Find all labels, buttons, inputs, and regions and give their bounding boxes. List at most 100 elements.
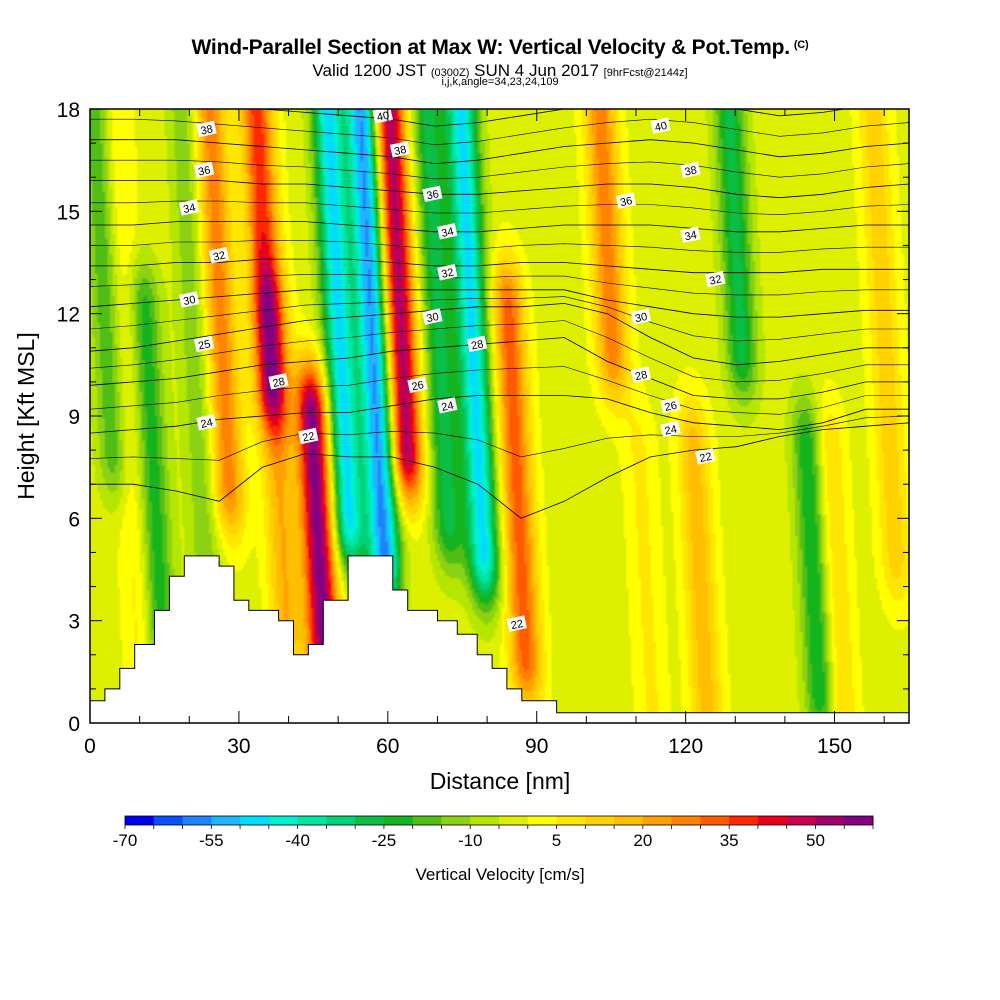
contour-label: 32 [437,263,458,281]
contour-label-text: 36 [197,164,211,178]
colorbar-swatch [470,816,500,825]
colorbar-swatch [240,816,270,825]
contour-label: 24 [660,420,681,438]
contour-label: 30 [179,291,200,308]
terrain-mask [90,555,909,723]
colorbar-label: 35 [720,831,739,850]
colorbar-swatch [757,816,788,825]
contour-label-text: 30 [634,311,648,325]
contour-label-text: 24 [200,417,214,431]
contour-label-text: 36 [619,195,633,209]
x-tick-label: 60 [376,735,399,758]
contour-label-text: 34 [182,202,196,216]
isentrope-minor [90,118,909,146]
contour-label-text: 30 [425,311,439,325]
isentrope-28 [90,302,909,366]
chart-title: Wind-Parallel Section at Max W: Vertical… [0,36,1000,60]
contour-label: 36 [422,185,443,202]
contour-label-text: 25 [197,338,211,352]
contour-label-text: 22 [301,430,315,444]
colorbar-swatch [527,816,557,825]
forecast-info: [9hrFcst@2144z] [603,67,688,79]
contour-label: 40 [650,117,671,134]
contour-label-text: 32 [212,250,226,264]
colorbar-swatch [556,816,586,825]
contour-label: 28 [268,373,289,390]
contour-label: 32 [208,246,230,264]
contour-label: 28 [466,335,488,353]
contour-label-text: 38 [684,164,698,178]
valid-time-text: Valid 1200 JST [312,61,427,80]
colorbar-swatch [815,816,845,825]
colorbar-swatch [355,816,385,825]
colorbar-label: -55 [199,831,224,850]
x-tick-label: 0 [84,735,96,758]
contour-label: 28 [630,366,652,383]
isentrope-minor [90,296,909,342]
contour-label: 38 [196,120,217,138]
plot-area: 38 36 34 32 30 25 28 24 22 40 38 36 34 32 30 28 26 24 22 40… [89,107,910,724]
y-tick-label: 6 [68,508,80,531]
contour-label-text: 38 [200,123,214,137]
colorbar-swatch [614,816,644,825]
contour-label-text: 40 [376,110,390,124]
colorbar-swatch [499,816,529,825]
contour-label-text: 32 [440,267,454,281]
contour-label: 26 [407,376,428,393]
colorbar-swatch [211,816,241,825]
colorbar-swatch [182,816,212,825]
contour-label-text: 30 [182,294,196,308]
colorbar-swatch [585,816,615,825]
colorbar-swatch [326,816,356,825]
colorbar-swatch [441,816,471,825]
colorbar-swatch [125,816,155,825]
x-tick-label: 120 [668,735,703,758]
chart-title-text: Wind-Parallel Section at Max W: Vertical… [191,36,791,59]
isentrope-40 [257,109,847,127]
contour-label: 34 [437,223,458,240]
contour-label-text: 26 [664,400,678,414]
x-tick-label: 150 [817,735,852,758]
contour-labels: 38 36 34 32 30 25 28 24 22 40 38 36 34 32 30 28 26 24 22 40… [179,107,726,632]
colorbar-swatch [153,816,183,825]
colorbar-label: -40 [285,831,310,850]
contour-label: 24 [196,414,217,431]
colorbar-swatch [700,816,730,825]
contour-label: 26 [660,397,681,414]
valid-zulu: (0300Z) [430,67,470,79]
contour-label: 36 [615,192,637,209]
contour-label-text: 24 [664,423,678,437]
isentrope-minor [90,274,909,296]
colorbar-swatch [786,816,816,825]
isentrope-36 [90,180,909,199]
contour-label: 34 [680,226,701,243]
x-axis-title: Distance [nm] [430,768,571,794]
isentrope-22 [90,422,909,519]
isentrope-minor [90,240,909,253]
colorbar-swatch [844,816,874,825]
contour-label-text: 34 [684,229,698,243]
y-tick-label: 9 [68,406,80,429]
y-tick-label: 18 [57,99,80,122]
colorbar-swatch [412,816,442,825]
contour-label: 30 [630,308,652,325]
colorbar: -70 -55 -40 -25 -10 5 20 35 50 [113,815,874,850]
contour-label-text: 26 [411,379,425,393]
y-tick-label: 15 [57,201,80,224]
colorbar-swatch [383,816,414,825]
contour-label: 22 [506,615,527,632]
isentrope-minor [90,200,909,216]
isentrope-minor [90,320,909,383]
x-tick-label: 90 [525,735,548,758]
colorbar-label: 5 [552,831,561,850]
contour-label-text: 22 [698,451,712,465]
isentrope-32 [90,258,909,274]
contour-label: 25 [193,335,215,353]
valid-date: SUN 4 Jun 2017 [474,61,599,80]
contour-label: 38 [389,141,411,158]
contour-label: 34 [179,199,200,216]
contour-label-text: 36 [425,188,439,202]
contour-label-text: 24 [440,400,454,414]
